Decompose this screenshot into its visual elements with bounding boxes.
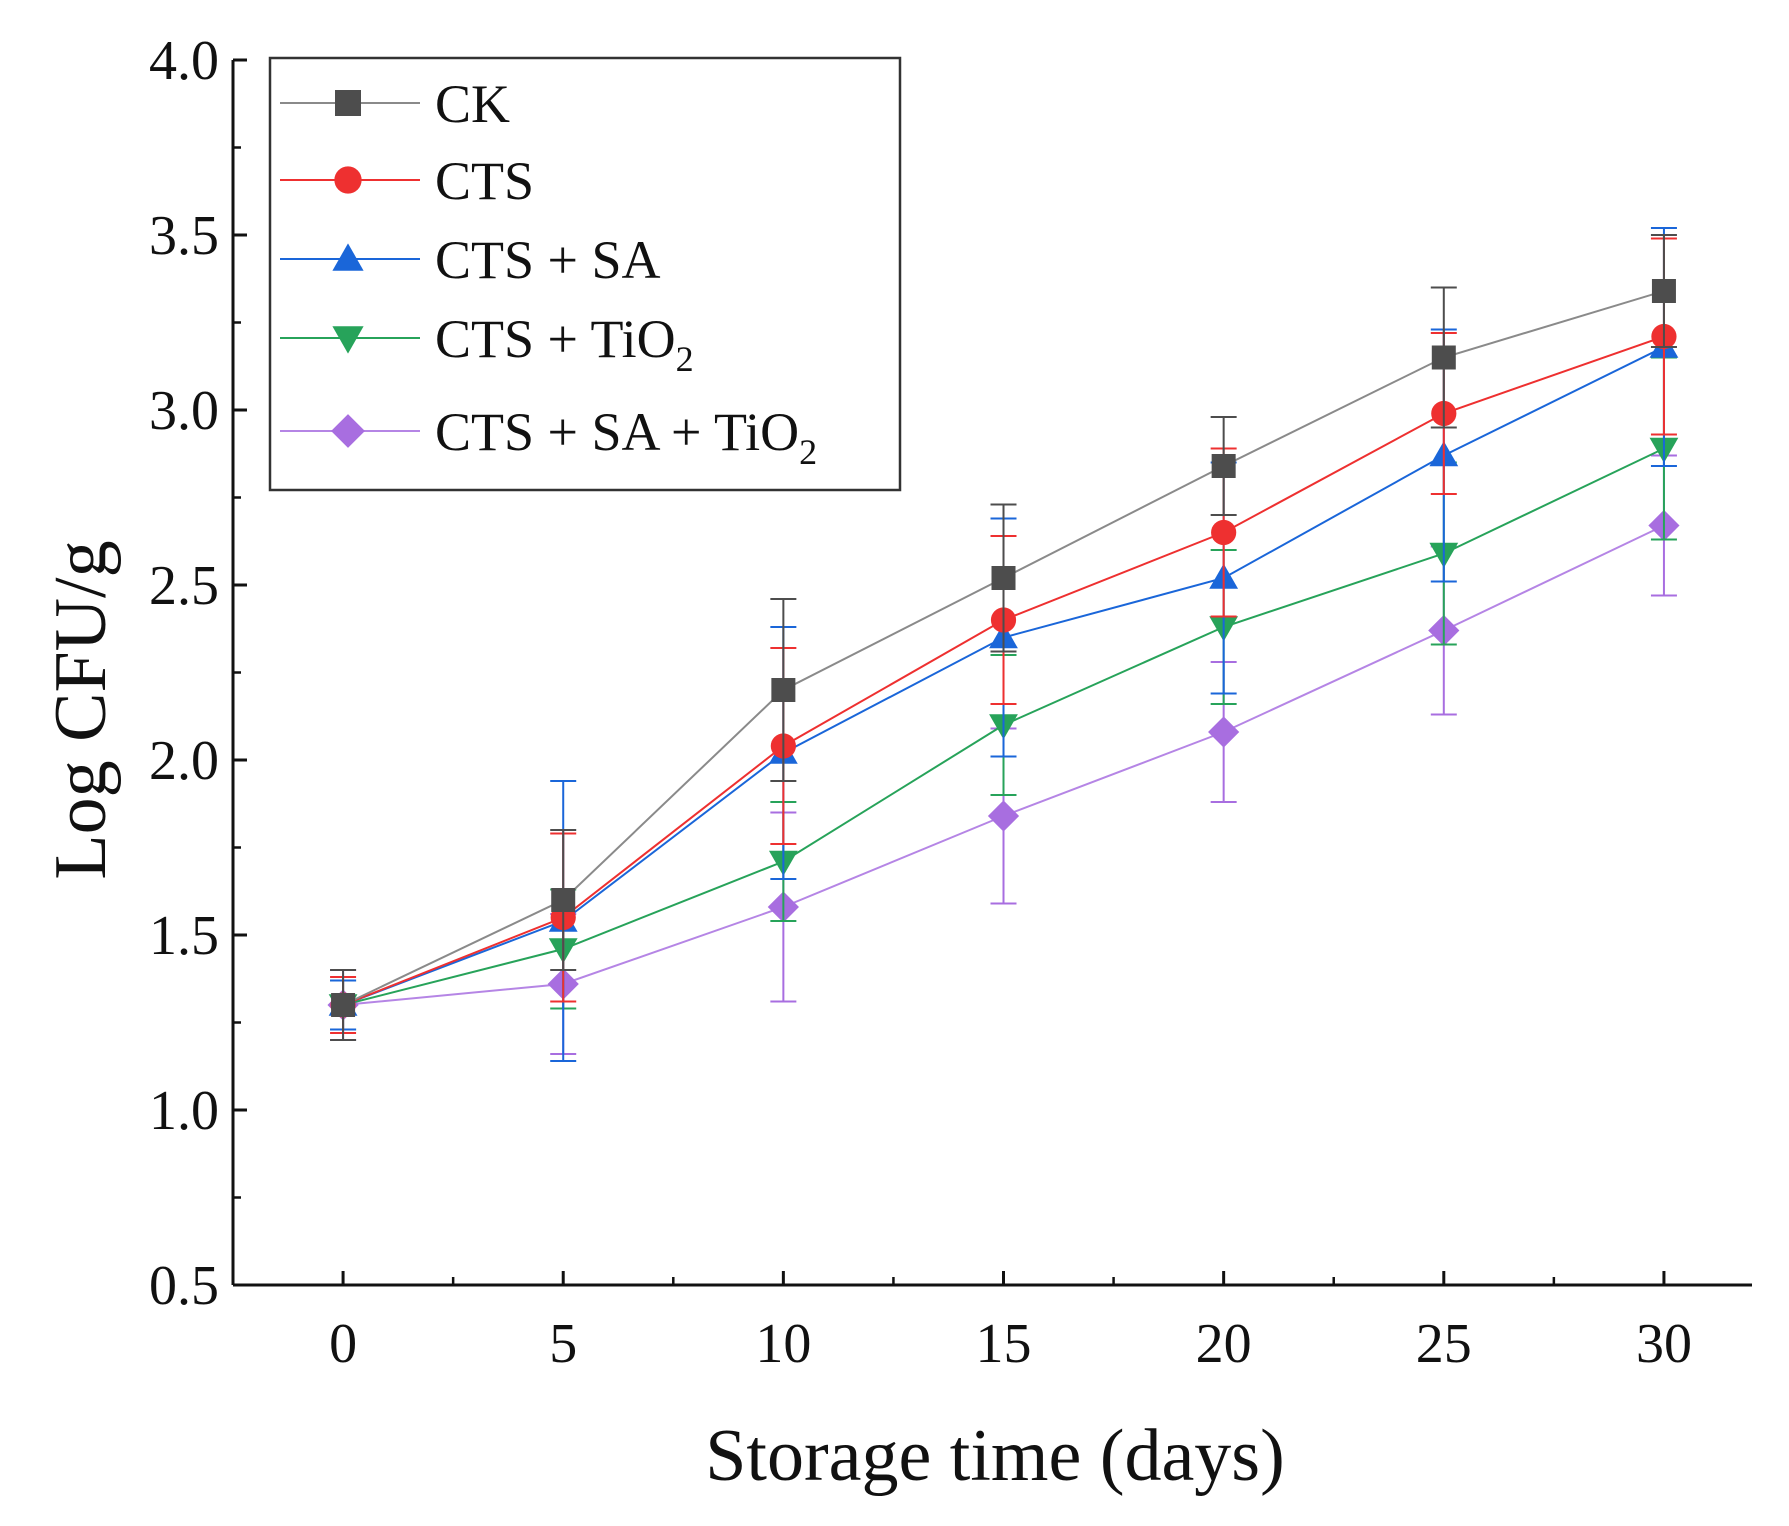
legend-label: CTS + TiO2 bbox=[435, 309, 694, 379]
y-tick-label: 3.5 bbox=[149, 205, 219, 267]
legend-marker bbox=[334, 166, 362, 194]
legend-label-main: CTS + SA bbox=[435, 230, 661, 290]
x-tick-label: 25 bbox=[1416, 1313, 1472, 1375]
y-tick-label: 4.0 bbox=[149, 30, 219, 92]
y-tick-label: 1.0 bbox=[149, 1080, 219, 1142]
data-point-ck bbox=[1651, 279, 1676, 303]
y-tick-label: 3.0 bbox=[149, 380, 219, 442]
legend-label-main: CTS bbox=[435, 151, 534, 211]
data-point-ck bbox=[1431, 345, 1456, 370]
legend-item-cts-tio2: CTS + TiO2 bbox=[280, 309, 694, 379]
x-tick-label: 10 bbox=[755, 1313, 811, 1375]
legend-marker bbox=[331, 414, 365, 448]
x-tick-label: 0 bbox=[329, 1313, 357, 1375]
legend-item-cts: CTS bbox=[280, 151, 534, 211]
y-tick-label: 1.5 bbox=[149, 905, 219, 967]
legend-marker bbox=[332, 326, 364, 354]
y-axis-title: Log CFU/g bbox=[40, 540, 122, 879]
data-point-ck bbox=[1211, 454, 1236, 478]
y-tick-label: 2.0 bbox=[149, 730, 219, 792]
legend-label-main: CTS + TiO bbox=[435, 309, 676, 369]
data-point-ck bbox=[551, 888, 576, 912]
legend-marker bbox=[332, 243, 364, 271]
x-tick-label: 5 bbox=[549, 1313, 577, 1375]
legend-label: CTS bbox=[435, 151, 534, 211]
legend-box bbox=[268, 56, 902, 492]
ticks-layer: 0.5 1.0 1.5 2.0 2.5 3.0 3.5 4.0 0 5 10 15 20 25 30 bbox=[149, 30, 1692, 1375]
x-axis-title: Storage time (days) bbox=[705, 1415, 1285, 1497]
legend-item-ck: CK bbox=[280, 74, 510, 134]
data-point-ck bbox=[771, 678, 796, 702]
data-point-ck bbox=[991, 566, 1016, 590]
x-tick-label: 15 bbox=[976, 1313, 1032, 1375]
legend-item-cts-sa-tio2: CTS + SA + TiO2 bbox=[280, 402, 817, 472]
legend-label-main: CTS + SA + TiO bbox=[435, 402, 799, 462]
legend-label: CTS + SA + TiO2 bbox=[435, 402, 817, 472]
legend-label-subscript: 2 bbox=[676, 339, 694, 379]
series-ck bbox=[330, 234, 1677, 1041]
y-tick-label: 2.5 bbox=[149, 555, 219, 617]
data-point-ck bbox=[331, 993, 356, 1017]
series-layer bbox=[327, 227, 1680, 1062]
x-tick-label: 30 bbox=[1636, 1313, 1692, 1375]
legend-item-cts-sa: CTS + SA bbox=[280, 230, 661, 290]
legend-label: CK bbox=[435, 74, 510, 134]
legend-label-main: CK bbox=[435, 74, 510, 134]
legend-label: CTS + SA bbox=[435, 230, 661, 290]
legend-marker bbox=[335, 90, 361, 116]
data-point-cts-sa-tio2 bbox=[987, 800, 1020, 832]
y-tick-label: 0.5 bbox=[149, 1255, 219, 1317]
data-point-cts bbox=[1211, 519, 1237, 546]
data-point-cts-sa-tio2 bbox=[1208, 716, 1240, 748]
legend-label-subscript: 2 bbox=[799, 432, 817, 472]
x-tick-label: 20 bbox=[1196, 1313, 1252, 1375]
